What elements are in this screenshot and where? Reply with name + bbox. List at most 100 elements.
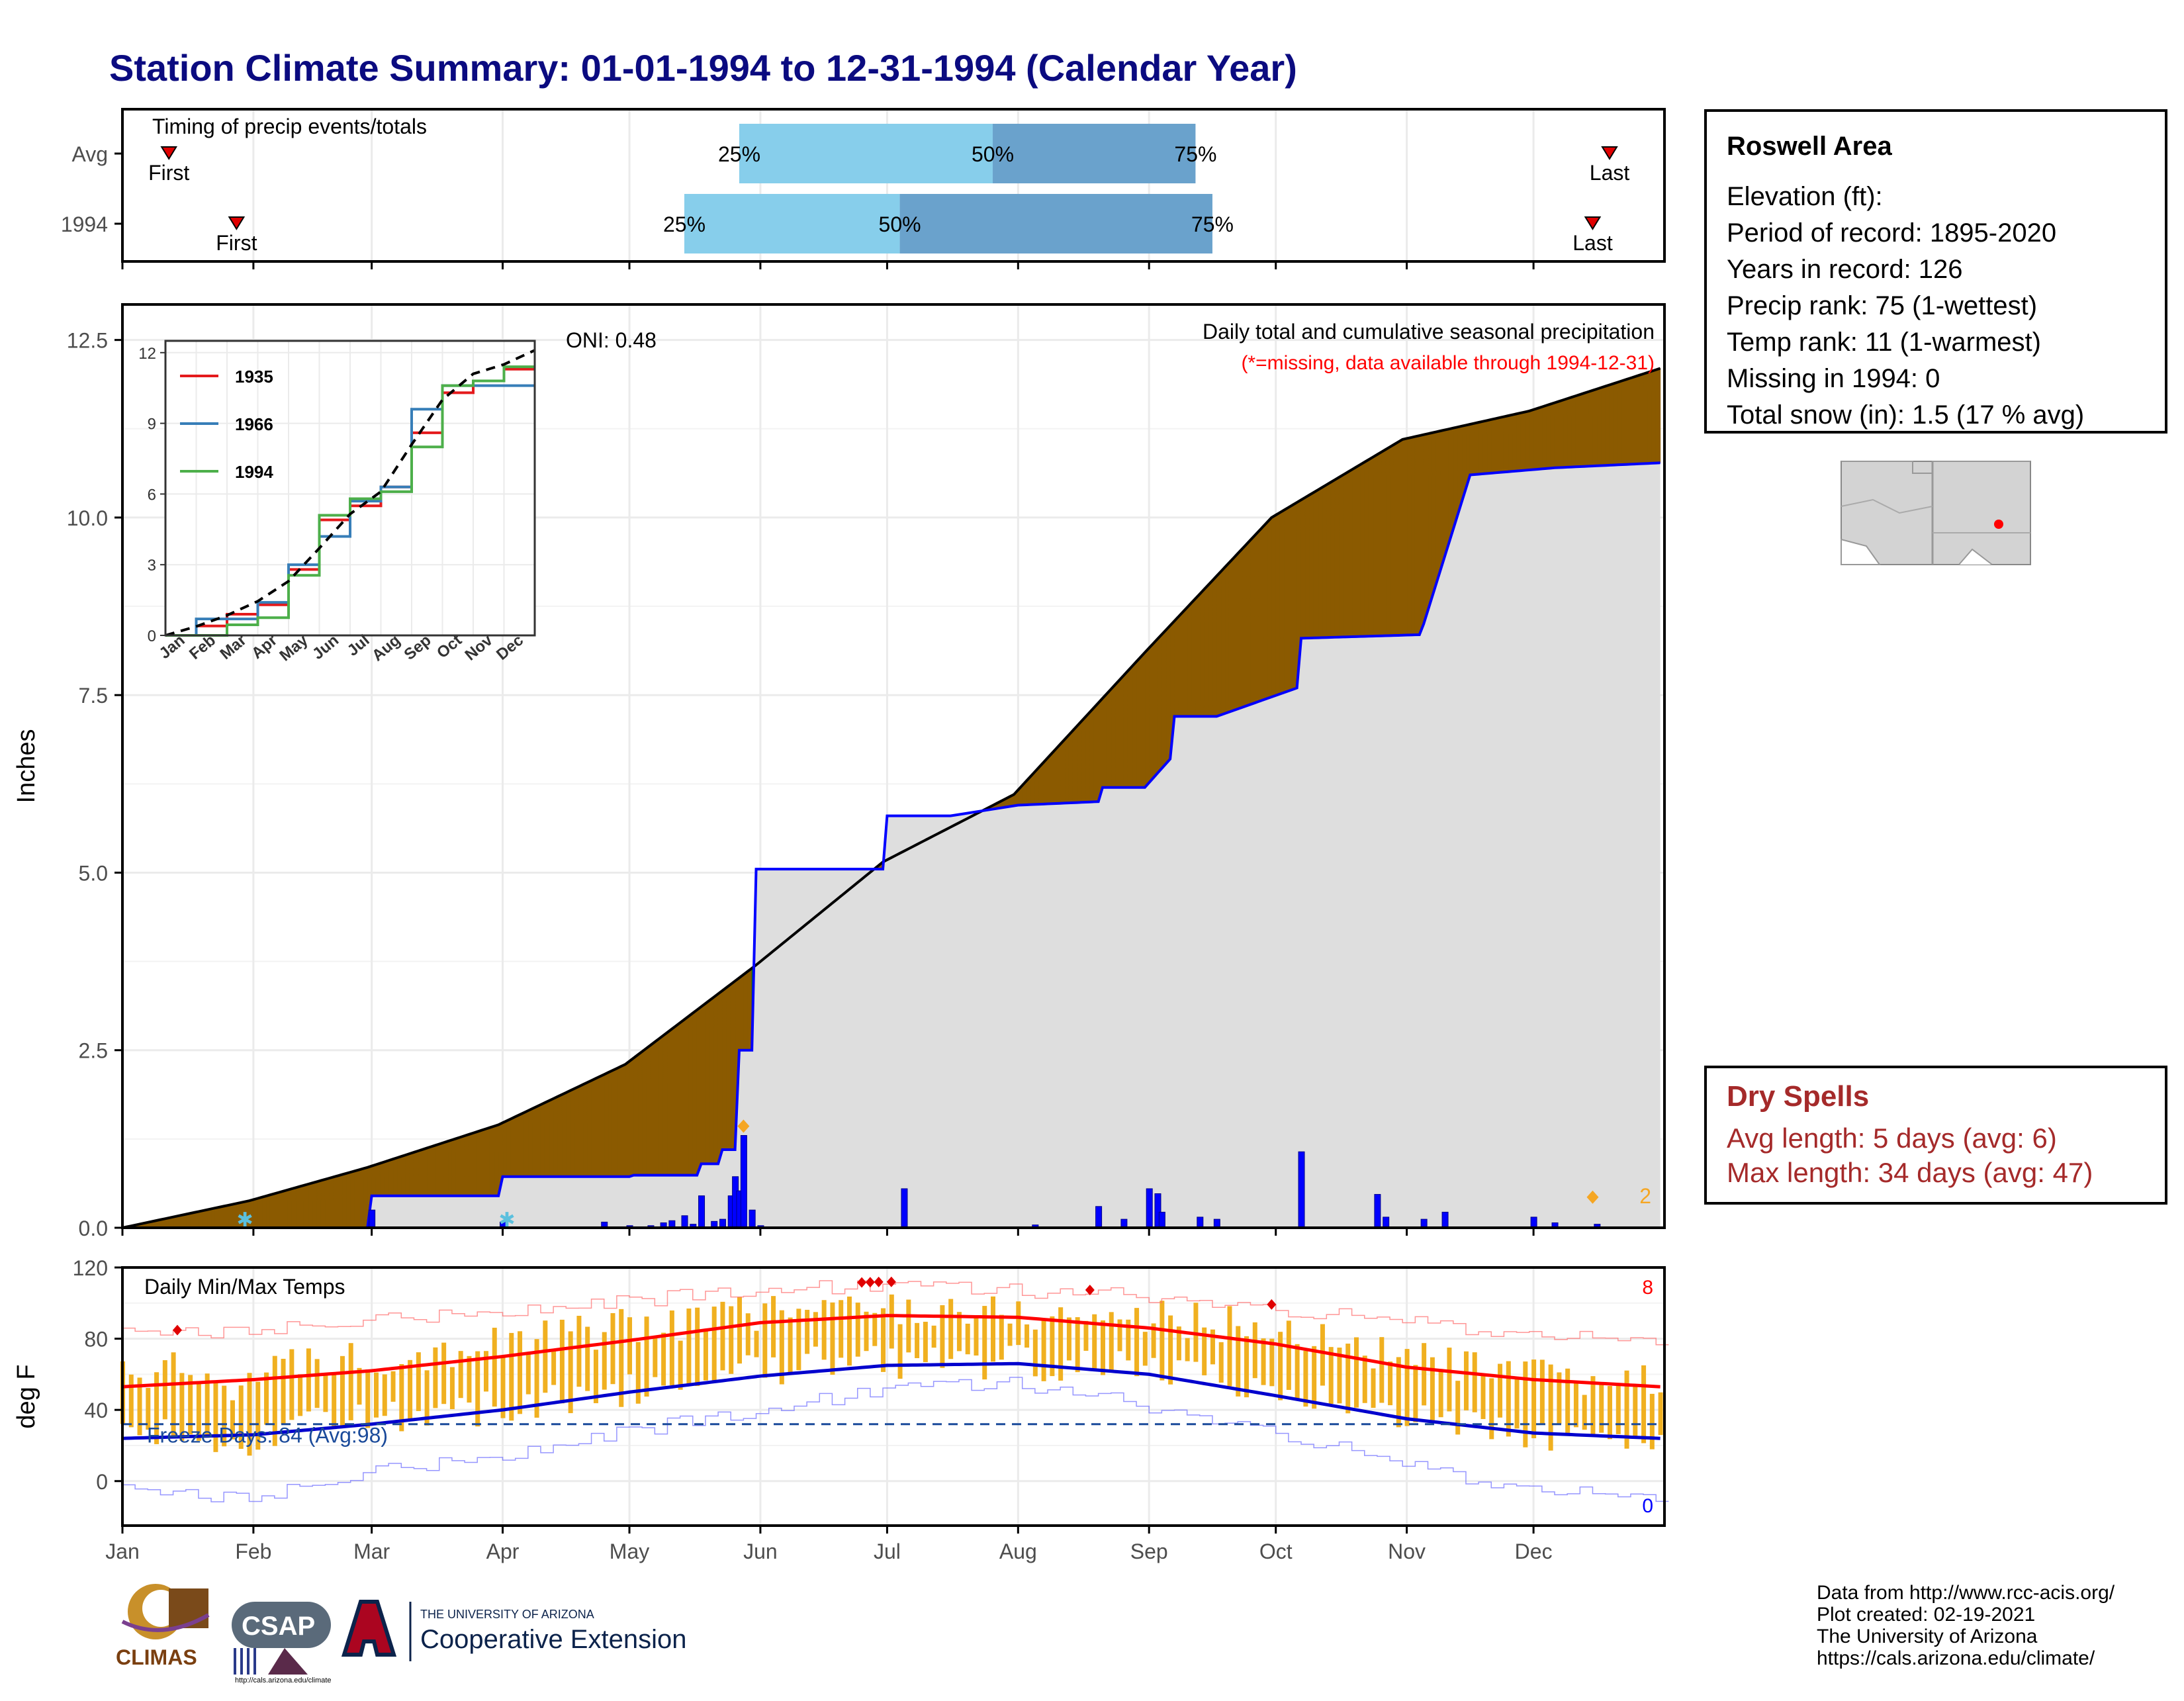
info-snow: Total snow (in): 1.5 (17 % avg)	[1727, 400, 2085, 430]
daily-temp-range-bar	[1024, 1324, 1030, 1348]
daily-temp-range-bar	[821, 1300, 827, 1360]
record-high-marker	[1267, 1299, 1277, 1310]
daily-temp-range-bar	[1117, 1319, 1122, 1352]
daily-temp-range-bar	[1041, 1320, 1046, 1381]
daily-temp-range-bar	[1320, 1324, 1325, 1386]
daily-temp-range-bar	[534, 1339, 539, 1418]
climas-text: CLIMAS	[116, 1645, 197, 1669]
daily-temp-range-bar	[1345, 1344, 1351, 1414]
record-high-marker	[874, 1276, 884, 1287]
daily-temp-range-bar	[374, 1372, 379, 1418]
daily-temp-range-bar	[846, 1296, 852, 1366]
inset-frame	[164, 340, 536, 637]
dry-spells-avg: Avg length: 5 days (avg: 6)	[1727, 1123, 2057, 1154]
daily-temp-range-bar	[1413, 1365, 1418, 1422]
daily-precip-bar	[681, 1215, 688, 1228]
precip-chart-note: (*=missing, data available through 1994-…	[1241, 352, 1655, 374]
timing-row-label: 1994	[61, 212, 108, 236]
record-high-marker	[1085, 1285, 1095, 1296]
station-info-box: Roswell Area Elevation (ft): Period of r…	[1704, 109, 2167, 434]
extreme-precip-marker	[737, 1119, 750, 1133]
daily-temp-range-bar	[128, 1374, 134, 1428]
month-axis-label: Jun	[743, 1540, 778, 1563]
daily-temp-range-bar	[492, 1328, 497, 1407]
daily-temp-range-bar	[390, 1371, 396, 1402]
timing-panel: Avg 25% 50% 75% First Last 1994 25% 50% 75% First L…	[61, 108, 1666, 269]
temp-chart-title: Daily Min/Max Temps	[144, 1275, 345, 1299]
daily-temp-range-bar	[424, 1370, 430, 1426]
daily-temp-range-bar	[1362, 1356, 1367, 1403]
temp-y-tick-label: 120	[73, 1256, 108, 1280]
daily-temp-range-bar	[1641, 1365, 1647, 1444]
daily-temp-range-bar	[830, 1302, 835, 1375]
daily-temp-range-bar	[289, 1349, 295, 1420]
normal-tmax-line	[122, 1314, 1661, 1389]
inset-y-tick-label: 0	[148, 627, 156, 645]
daily-temp-range-bar	[1202, 1327, 1207, 1375]
daily-temp-range-bar	[1109, 1312, 1114, 1372]
climas-logo: CLIMAS	[116, 1584, 210, 1669]
daily-temp-range-bar	[1286, 1320, 1291, 1390]
average-cumulative-line	[122, 367, 1661, 1229]
year-cumulative-line	[122, 461, 1661, 1229]
daily-temp-range-bar	[1608, 1385, 1613, 1440]
daily-temp-range-bar	[272, 1356, 277, 1446]
daily-temp-range-bar	[1278, 1332, 1283, 1401]
daily-temp-range-bar	[805, 1309, 810, 1354]
daily-temp-range-bar	[1312, 1346, 1317, 1409]
daily-temp-range-bar	[991, 1296, 996, 1362]
daily-temp-range-bar	[1100, 1320, 1105, 1375]
daily-temp-range-bar	[1447, 1348, 1452, 1412]
daily-temp-range-bar	[559, 1319, 565, 1404]
daily-temp-range-bar	[247, 1373, 252, 1456]
location-map	[1841, 461, 2031, 565]
daily-temp-range-bar	[222, 1385, 227, 1447]
first-event-label: First	[216, 231, 257, 255]
daily-temp-range-bar	[695, 1307, 700, 1387]
daily-temp-range-bar	[171, 1352, 176, 1437]
daily-temp-range-bar	[897, 1324, 903, 1379]
daily-temp-range-bar	[729, 1306, 734, 1374]
daily-temp-range-bar	[213, 1380, 218, 1452]
daily-temp-range-bar	[1269, 1338, 1275, 1387]
daily-temp-range-bar	[281, 1358, 286, 1424]
daily-temp-range-bar	[754, 1330, 759, 1357]
daily-temp-range-bar	[593, 1350, 598, 1404]
daily-temp-range-bar	[509, 1332, 514, 1421]
daily-temp-range-bar	[264, 1372, 269, 1425]
daily-precip-bar	[1441, 1211, 1449, 1228]
daily-temp-range-bar	[915, 1322, 920, 1358]
extreme-precip-marker	[1586, 1190, 1599, 1204]
daily-precip-bar	[740, 1135, 747, 1228]
precip-y-tick-label: 0.0	[79, 1217, 108, 1240]
daily-temp-range-bar	[1438, 1369, 1443, 1418]
daily-temp-range-bar	[306, 1348, 311, 1412]
daily-temp-range-bar	[1168, 1315, 1173, 1385]
daily-temp-range-bar	[1050, 1316, 1055, 1377]
last-event-label: Last	[1572, 231, 1613, 255]
timing-title: Timing of precip events/totals	[152, 115, 427, 138]
daily-temp-range-bar	[1210, 1329, 1215, 1365]
daily-temp-range-bar	[1354, 1337, 1359, 1408]
month-axis-label: Dec	[1515, 1540, 1553, 1563]
daily-temp-range-bar	[906, 1299, 911, 1353]
daily-temp-range-bar	[179, 1373, 185, 1441]
daily-temp-range-bar	[1430, 1357, 1435, 1423]
info-temp-rank: Temp rank: 11 (1-warmest)	[1727, 328, 2041, 357]
daily-temp-range-bar	[205, 1373, 210, 1438]
daily-temp-range-bar	[881, 1308, 886, 1372]
daily-temp-range-bar	[1007, 1323, 1013, 1346]
daily-temp-range-bar	[1244, 1336, 1250, 1398]
daily-temp-range-bar	[162, 1360, 167, 1420]
daily-temp-range-bar	[483, 1351, 488, 1392]
credit-plot-date: Plot created: 02-19-2021	[1817, 1604, 2036, 1626]
info-precip-rank: Precip rank: 75 (1-wettest)	[1727, 291, 2038, 320]
daily-temp-range-bar	[686, 1309, 692, 1385]
daily-temp-range-bar	[965, 1323, 970, 1355]
last-event-marker	[1584, 216, 1602, 230]
daily-temp-range-bar	[1032, 1329, 1038, 1377]
hot-days-count: 8	[1642, 1277, 1653, 1299]
daily-temp-range-bar	[1615, 1383, 1621, 1434]
daily-temp-range-bar	[1151, 1323, 1156, 1358]
daily-temp-range-bar	[602, 1332, 607, 1390]
